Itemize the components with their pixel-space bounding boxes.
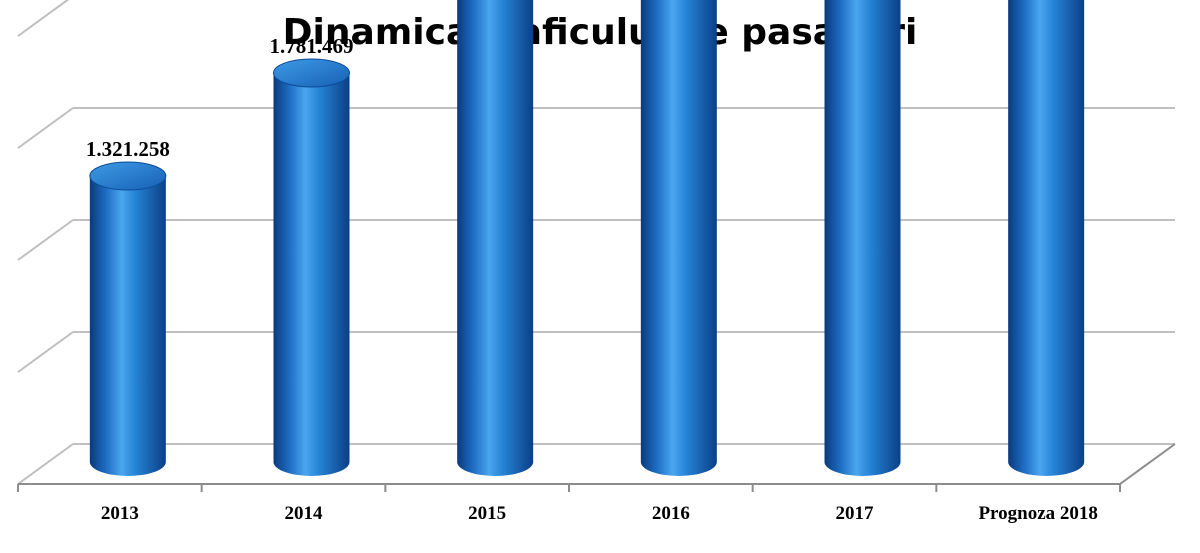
- bar-body: [89, 176, 166, 476]
- x-tick-label: 2015: [468, 503, 506, 524]
- x-tick-label: 2016: [652, 503, 690, 524]
- chart-title: Dinamica traficului de pasageri: [283, 12, 918, 53]
- bar: [1008, 0, 1085, 476]
- bar: [824, 0, 901, 476]
- floor-edge: [1119, 443, 1176, 485]
- gridline-side: [17, 0, 70, 37]
- gridlines: [17, 0, 1176, 492]
- bars: [89, 0, 1085, 477]
- gridline-side: [17, 107, 74, 149]
- bar: [640, 0, 717, 476]
- bar: [457, 0, 534, 476]
- bar-body: [457, 0, 534, 476]
- x-tick-label: 2013: [101, 503, 139, 524]
- gridline-side: [17, 331, 74, 373]
- data-label: 1.781.469: [270, 34, 354, 58]
- bar-body: [640, 0, 717, 476]
- bar-body: [824, 0, 901, 476]
- gridline-side: [17, 219, 74, 261]
- bar: [89, 161, 167, 476]
- bar-body: [1008, 0, 1085, 476]
- data-labels: 1.321.2581.781.4692.226.4562.206.3222.74…: [86, 34, 354, 161]
- x-tick-label: 2014: [285, 503, 324, 524]
- data-label: 1.321.258: [86, 137, 170, 161]
- x-tick-label: Prognoza 2018: [978, 503, 1097, 524]
- x-axis-labels: 2013 2014 2015 2016 2017 Prognoza 2018: [101, 503, 1098, 524]
- bar: [273, 58, 350, 477]
- bar-body: [273, 72, 350, 477]
- gridline-side: [17, 443, 74, 485]
- bar-top: [89, 161, 167, 191]
- bar-top: [273, 58, 350, 88]
- x-tick-label: 2017: [836, 503, 875, 524]
